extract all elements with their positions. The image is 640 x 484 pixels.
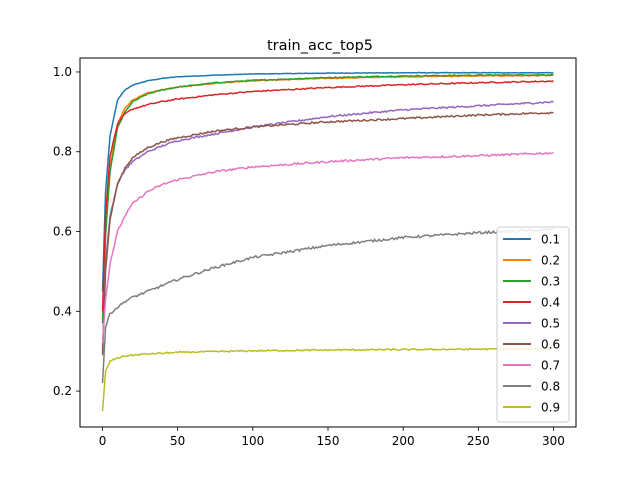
x-tick-label: 100 — [241, 434, 264, 448]
series-line-0.8 — [101, 227, 554, 384]
legend-label: 0.6 — [541, 338, 560, 352]
y-tick-label: 0.8 — [53, 145, 72, 159]
legend-label: 0.4 — [541, 296, 560, 310]
series-line-0.9 — [101, 347, 554, 412]
legend-label: 0.3 — [541, 275, 560, 289]
y-tick-label: 0.6 — [53, 225, 72, 239]
x-tick-label: 300 — [542, 434, 565, 448]
x-tick-label: 250 — [467, 434, 490, 448]
legend: 0.1 0.2 0.3 0.4 0.5 0.6 0.7 0.8 0.9 — [496, 226, 570, 423]
series-line-0.3 — [101, 73, 554, 324]
legend-label: 0.8 — [541, 380, 560, 394]
x-tick-label: 50 — [170, 434, 185, 448]
legend-label: 0.7 — [541, 359, 560, 373]
series-layer — [101, 71, 554, 412]
series-line-0.1 — [101, 71, 554, 292]
legend-label: 0.1 — [541, 233, 560, 247]
chart-title: train_acc_top5 — [267, 38, 373, 54]
y-tick-label: 0.2 — [53, 384, 72, 398]
series-line-0.4 — [101, 80, 554, 312]
legend-label: 0.9 — [541, 401, 560, 415]
x-tick-label: 150 — [317, 434, 340, 448]
series-line-0.7 — [101, 151, 554, 344]
y-tick-label: 0.4 — [53, 304, 72, 318]
y-axis: 0.2 0.4 0.6 0.8 1.0 — [53, 65, 80, 398]
legend-label: 0.5 — [541, 317, 560, 331]
x-tick-label: 200 — [392, 434, 415, 448]
x-axis: 0 50 100 150 200 250 300 — [99, 427, 565, 448]
legend-label: 0.2 — [541, 254, 560, 268]
legend-box — [496, 226, 570, 423]
x-tick-label: 0 — [99, 434, 107, 448]
series-line-0.6 — [101, 111, 554, 356]
series-line-0.5 — [101, 100, 554, 352]
y-tick-label: 1.0 — [53, 65, 72, 79]
